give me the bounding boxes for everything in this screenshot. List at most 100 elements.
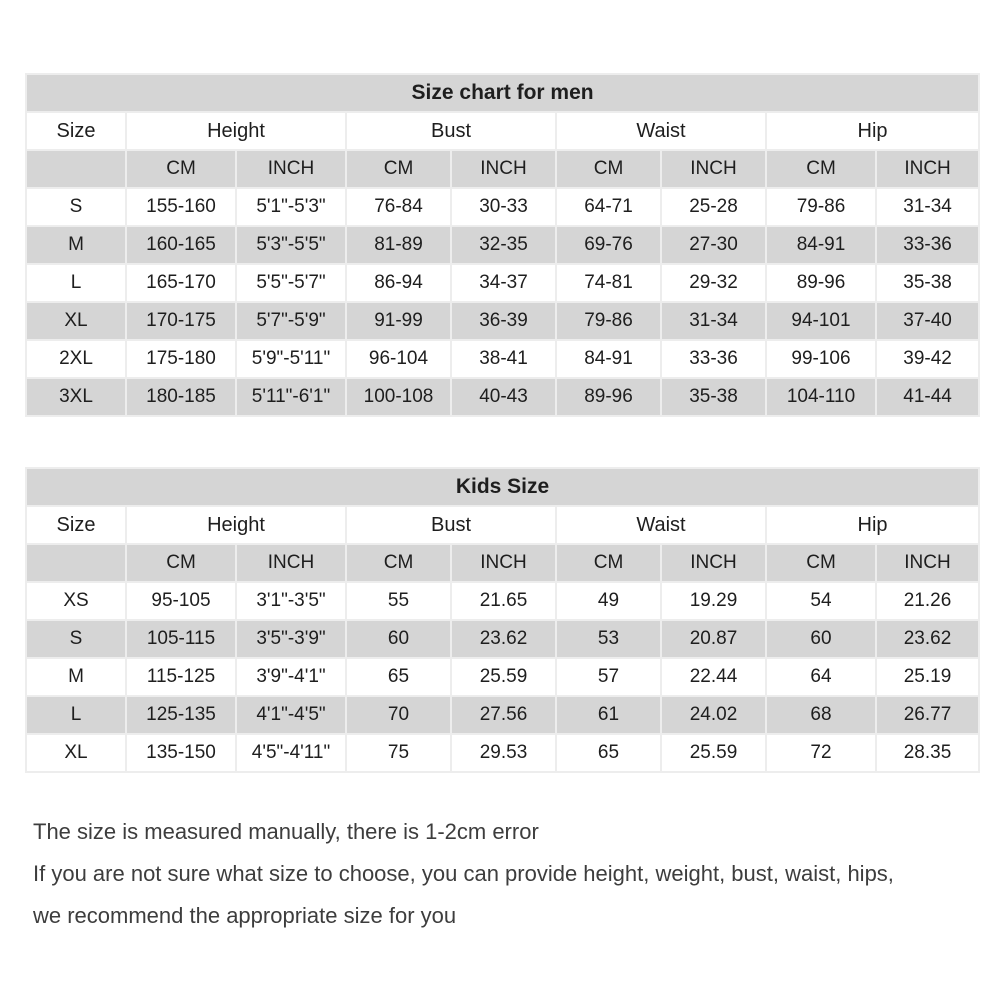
- size-note-line: If you are not sure what size to choose,…: [33, 861, 894, 886]
- measurement-cell: 25.59: [450, 657, 557, 697]
- size-row-2xl: 2XL 175-180 5'9"-5'11" 96-104 38-41 84-91 33-3…: [25, 339, 981, 379]
- unit-header: INCH: [235, 149, 347, 189]
- size-row-xs: XS 95-105 3'1"-3'5" 55 21.65 49 19.29 54 21.26: [25, 581, 981, 621]
- size-label: S: [25, 619, 127, 659]
- kids-size-table-body: XS 95-105 3'1"-3'5" 55 21.65 49 19.29 54 21.26 S 1…: [25, 581, 981, 773]
- measurement-cell: 91-99: [345, 301, 452, 341]
- size-label: S: [25, 187, 127, 227]
- measurement-cell: 64-71: [555, 187, 662, 227]
- measurement-cell: 170-175: [125, 301, 237, 341]
- unit-header: CM: [345, 149, 452, 189]
- measurement-cell: 30-33: [450, 187, 557, 227]
- size-row-s: S 155-160 5'1"-5'3" 76-84 30-33 64-71 25-28 79-…: [25, 187, 981, 227]
- measurement-cell: 3'1"-3'5": [235, 581, 347, 621]
- measurement-cell: 19.29: [660, 581, 767, 621]
- measurement-cell: 49: [555, 581, 662, 621]
- size-label: 3XL: [25, 377, 127, 417]
- size-row-xl: XL 170-175 5'7"-5'9" 91-99 36-39 79-86 31-34 94…: [25, 301, 981, 341]
- measurement-cell: 104-110: [765, 377, 877, 417]
- measurement-cell: 81-89: [345, 225, 452, 265]
- measurement-cell: 25-28: [660, 187, 767, 227]
- measurement-cell: 175-180: [125, 339, 237, 379]
- size-label: M: [25, 225, 127, 265]
- column-header-height: Height: [125, 111, 347, 151]
- measurement-cell: 84-91: [765, 225, 877, 265]
- unit-header: CM: [555, 543, 662, 583]
- table-gap: [25, 417, 978, 467]
- measurement-cell: 68: [765, 695, 877, 735]
- unit-header: CM: [555, 149, 662, 189]
- measurement-cell: 5'7"-5'9": [235, 301, 347, 341]
- size-label: XL: [25, 733, 127, 773]
- measurement-cell: 79-86: [765, 187, 877, 227]
- unit-header: CM: [765, 149, 877, 189]
- measurement-cell: 74-81: [555, 263, 662, 303]
- size-note: The size is measured manually, there is …: [25, 811, 978, 937]
- unit-header: CM: [125, 149, 237, 189]
- unit-header: CM: [345, 543, 452, 583]
- unit-header: CM: [765, 543, 877, 583]
- measurement-cell: 35-38: [660, 377, 767, 417]
- column-header-bust: Bust: [345, 505, 557, 545]
- measurement-cell: 94-101: [765, 301, 877, 341]
- measurement-cell: 95-105: [125, 581, 237, 621]
- measurement-cell: 105-115: [125, 619, 237, 659]
- measurement-cell: 54: [765, 581, 877, 621]
- measurement-cell: 79-86: [555, 301, 662, 341]
- measurement-cell: 31-34: [874, 187, 981, 227]
- measurement-cell: 29-32: [660, 263, 767, 303]
- measurement-cell: 27-30: [660, 225, 767, 265]
- measurement-cell: 70: [345, 695, 452, 735]
- unit-header: INCH: [660, 543, 767, 583]
- size-label: L: [25, 263, 127, 303]
- size-chart-page: Size chart for men Size Height Bust Wais…: [24, 73, 981, 937]
- column-group-row: Size Height Bust Waist Hip: [25, 505, 981, 545]
- measurement-cell: 41-44: [874, 377, 981, 417]
- measurement-cell: 75: [345, 733, 452, 773]
- measurement-cell: 115-125: [125, 657, 237, 697]
- men-size-table: Size chart for men Size Height Bust Wais…: [24, 73, 981, 417]
- table-title-row: Kids Size: [24, 467, 981, 507]
- measurement-cell: 4'5"-4'11": [235, 733, 347, 773]
- measurement-cell: 38-41: [450, 339, 557, 379]
- kids-size-table: Kids Size Size Height Bust Waist Hip CM …: [24, 467, 981, 773]
- measurement-cell: 26.77: [874, 695, 981, 735]
- table-title-row: Size chart for men: [24, 73, 981, 113]
- column-header-hip: Hip: [764, 505, 981, 545]
- unit-header-empty: [25, 543, 127, 583]
- measurement-cell: 21.65: [450, 581, 557, 621]
- measurement-cell: 36-39: [450, 301, 557, 341]
- column-header-height: Height: [125, 505, 347, 545]
- men-size-table-body: S 155-160 5'1"-5'3" 76-84 30-33 64-71 25-28 79-…: [25, 187, 981, 417]
- measurement-cell: 25.19: [874, 657, 981, 697]
- measurement-cell: 21.26: [874, 581, 981, 621]
- measurement-cell: 23.62: [450, 619, 557, 659]
- size-label: 2XL: [25, 339, 127, 379]
- size-row-l: L 165-170 5'5"-5'7" 86-94 34-37 74-81 29-32 89-…: [25, 263, 981, 303]
- measurement-cell: 69-76: [555, 225, 662, 265]
- table-title: Size chart for men: [24, 73, 981, 113]
- measurement-cell: 53: [555, 619, 662, 659]
- measurement-cell: 165-170: [125, 263, 237, 303]
- measurement-cell: 76-84: [345, 187, 452, 227]
- measurement-cell: 65: [345, 657, 452, 697]
- measurement-cell: 86-94: [345, 263, 452, 303]
- measurement-cell: 5'1"-5'3": [235, 187, 347, 227]
- measurement-cell: 89-96: [555, 377, 662, 417]
- table-title: Kids Size: [24, 467, 981, 507]
- measurement-cell: 29.53: [450, 733, 557, 773]
- measurement-cell: 64: [765, 657, 877, 697]
- measurement-cell: 180-185: [125, 377, 237, 417]
- measurement-cell: 96-104: [345, 339, 452, 379]
- measurement-cell: 57: [555, 657, 662, 697]
- column-header-hip: Hip: [764, 111, 981, 151]
- measurement-cell: 22.44: [660, 657, 767, 697]
- size-label: L: [25, 695, 127, 735]
- unit-header: INCH: [874, 149, 981, 189]
- unit-header: INCH: [450, 149, 557, 189]
- size-note-line: we recommend the appropriate size for yo…: [33, 903, 457, 928]
- unit-header-row: CM INCH CM INCH CM INCH CM INCH: [25, 149, 981, 189]
- column-header-waist: Waist: [555, 111, 767, 151]
- measurement-cell: 5'11"-6'1": [235, 377, 347, 417]
- measurement-cell: 24.02: [660, 695, 767, 735]
